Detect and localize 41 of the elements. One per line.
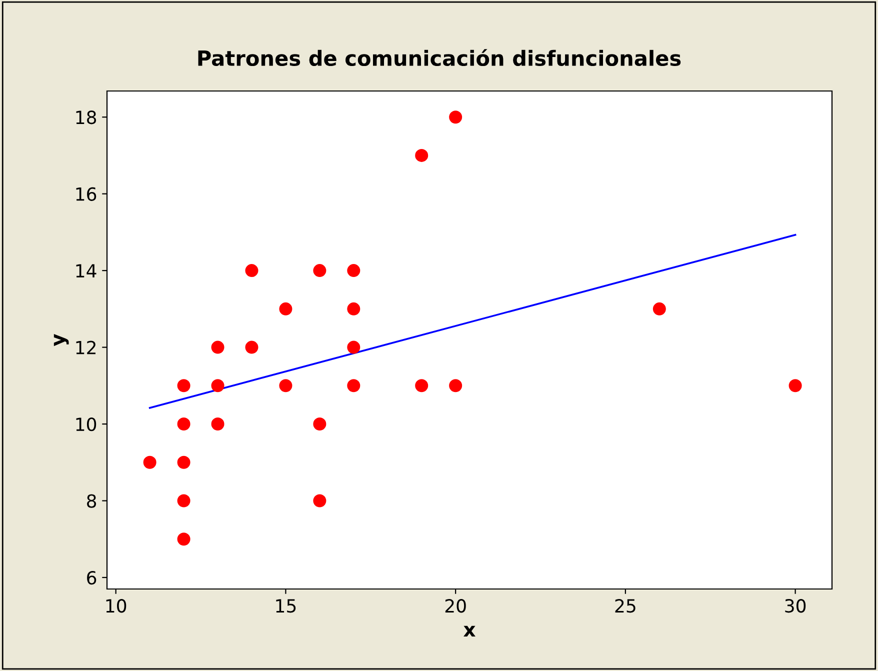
point [313, 494, 326, 508]
point [177, 418, 190, 431]
point [211, 418, 224, 431]
y-axis-title: y [54, 334, 69, 346]
point [245, 340, 258, 354]
chart-title: Patrones de comunicación disfuncionales [198, 49, 681, 66]
x-tick-label: 20 [445, 599, 466, 613]
point [347, 264, 360, 278]
point [449, 110, 462, 124]
point [177, 532, 190, 546]
point [652, 302, 666, 316]
point [788, 379, 802, 392]
point [211, 340, 224, 354]
x-tick-label: 30 [785, 599, 806, 613]
point [177, 379, 190, 392]
point [347, 340, 360, 354]
y-tick-label: 18 [76, 110, 96, 124]
point [177, 494, 190, 508]
y-tick-label: 16 [76, 187, 96, 201]
point [347, 302, 360, 316]
point [313, 264, 326, 278]
x-axis-title: x [464, 626, 476, 637]
point [279, 302, 292, 316]
y-tick-label: 10 [76, 417, 96, 432]
y-tick-label: 8 [87, 494, 96, 508]
point [211, 379, 224, 392]
point [415, 379, 428, 392]
x-tick-label: 25 [615, 599, 636, 613]
point [245, 264, 258, 278]
point [347, 379, 360, 392]
point [449, 379, 462, 392]
point [177, 456, 190, 469]
y-tick-label: 6 [87, 570, 96, 585]
point [415, 148, 428, 162]
y-tick-label: 12 [76, 340, 96, 354]
point [313, 418, 326, 431]
x-tick-label: 10 [106, 599, 126, 613]
point [279, 379, 292, 392]
y-tick-label: 14 [76, 264, 96, 278]
x-tick-label: 15 [276, 599, 296, 613]
point [143, 456, 156, 469]
